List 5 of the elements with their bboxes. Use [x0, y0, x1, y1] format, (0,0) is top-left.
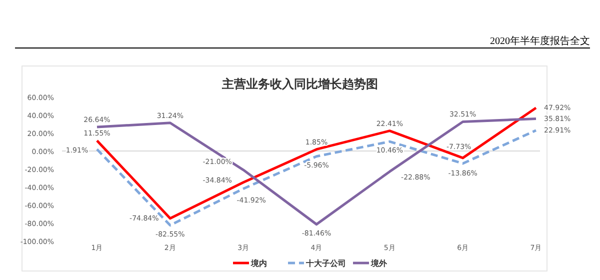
chart-title: 主营业务收入同比增长趋势图	[221, 77, 378, 91]
text: 2020年半年度报告全文	[490, 35, 590, 47]
legend-label: 十大子公司	[305, 259, 346, 268]
legend-label: 境内	[250, 258, 267, 268]
legend-label: 境外	[370, 258, 388, 268]
